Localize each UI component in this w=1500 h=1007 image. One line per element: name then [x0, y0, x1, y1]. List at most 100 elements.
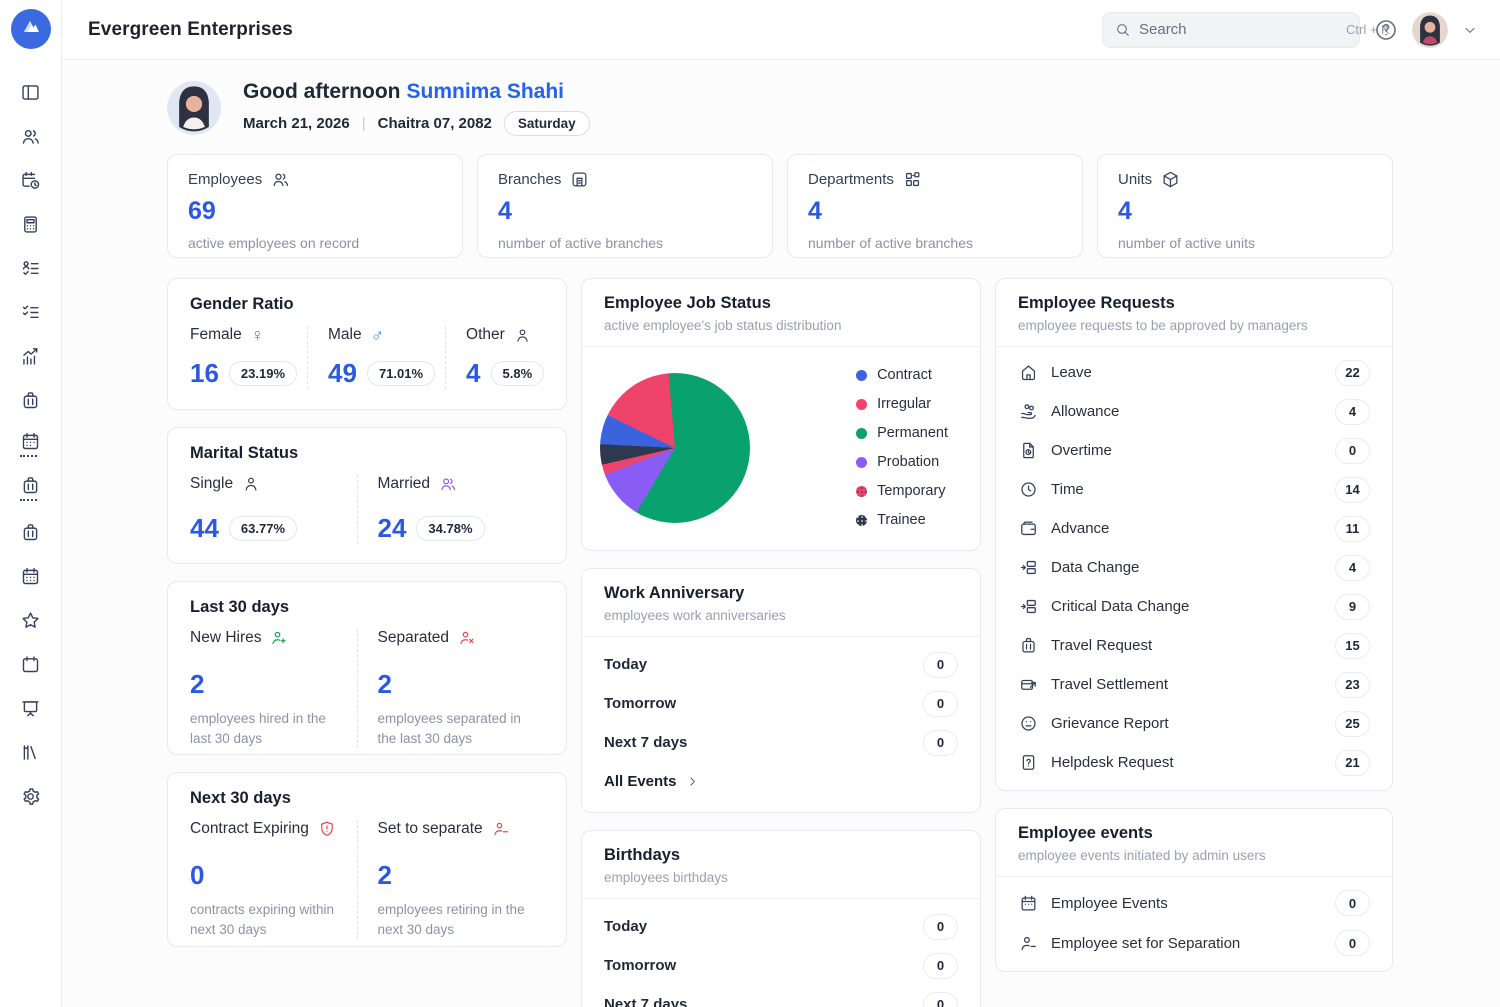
- request-row-advance[interactable]: Advance 11: [1018, 509, 1370, 548]
- request-row-leave[interactable]: Leave 22: [1018, 353, 1370, 392]
- request-row-grievance[interactable]: Grievance Report 25: [1018, 704, 1370, 743]
- request-row-overtime[interactable]: Overtime 0: [1018, 431, 1370, 470]
- sidebar-item-approvals[interactable]: [11, 290, 51, 334]
- grid-blocks-icon: [903, 170, 922, 189]
- legend-dot-contract: [856, 369, 868, 381]
- card-subtitle: employees birthdays: [604, 870, 728, 885]
- sidebar-item-settings[interactable]: [11, 774, 51, 818]
- panel-layout-icon: [20, 82, 41, 103]
- stat-card-employees[interactable]: Employees 69 active employees on record: [167, 154, 463, 258]
- sidebar-item-travel[interactable]: [11, 378, 51, 422]
- sidebar-item-favorites[interactable]: [11, 598, 51, 642]
- search-icon: [1115, 22, 1131, 38]
- request-label: Data Change: [1051, 559, 1140, 576]
- legend-label: Irregular: [877, 396, 932, 412]
- request-label: Overtime: [1051, 442, 1112, 459]
- library-icon: [20, 742, 41, 763]
- luggage-icon: [20, 390, 41, 411]
- male-icon: ♂: [370, 325, 385, 345]
- app-logo[interactable]: [10, 9, 51, 49]
- legend-label: Contract: [877, 367, 932, 383]
- request-row-travel-request[interactable]: Travel Request 15: [1018, 626, 1370, 665]
- column-left: Gender Ratio Female ♀ 16 23.19% Male ♂ 49 71…: [167, 278, 567, 947]
- request-row-critical-data-change[interactable]: Critical Data Change 9: [1018, 587, 1370, 626]
- help-icon[interactable]: [1374, 18, 1398, 42]
- stat-card-departments[interactable]: Departments 4 number of active branches: [787, 154, 1083, 258]
- stat-description: active employees on record: [188, 235, 360, 251]
- gender-value: 16: [190, 358, 219, 388]
- request-row-allowance[interactable]: Allowance 4: [1018, 392, 1370, 431]
- sidebar-item-leave[interactable]: [11, 422, 51, 466]
- birthday-row-next7[interactable]: Next 7 days 0: [604, 985, 958, 1007]
- stat-card-units[interactable]: Units 4 number of active units: [1097, 154, 1393, 258]
- sidebar-item-payroll[interactable]: [11, 202, 51, 246]
- anniversary-row-next7[interactable]: Next 7 days 0: [604, 723, 958, 762]
- person-icon: [242, 475, 260, 493]
- hand-coins-icon: [1018, 402, 1038, 421]
- user-minus-icon: [1018, 934, 1038, 953]
- gender-percent: 71.01%: [366, 361, 436, 386]
- request-label: Travel Request: [1051, 637, 1153, 654]
- request-row-helpdesk[interactable]: Helpdesk Request 21: [1018, 743, 1370, 782]
- sidebar-item-employees[interactable]: [11, 114, 51, 158]
- legend-label: Temporary: [877, 483, 946, 499]
- legend-dot-temporary: [856, 485, 868, 497]
- event-row-employee-events[interactable]: Employee Events 0: [1018, 883, 1370, 923]
- metric-label: New Hires: [190, 629, 262, 646]
- stat-card-branches[interactable]: Branches 4 number of active branches: [477, 154, 773, 258]
- birthday-row-today[interactable]: Today 0: [604, 907, 958, 946]
- user-plus-icon: [270, 629, 288, 647]
- sidebar-item-events[interactable]: [11, 642, 51, 686]
- card-title: Birthdays: [604, 846, 681, 864]
- count-badge: 0: [923, 729, 958, 756]
- last-30-days-card: Last 30 days New Hires 2 employees hired…: [167, 581, 567, 755]
- calendar-clock-icon: [20, 170, 41, 191]
- count-badge: 21: [1335, 749, 1370, 776]
- event-row-separation[interactable]: Employee set for Separation 0: [1018, 923, 1370, 963]
- weekday-badge: Saturday: [503, 111, 590, 136]
- mountain-logo-icon: [19, 15, 43, 44]
- sidebar-item-assets[interactable]: [11, 510, 51, 554]
- employee-requests-card: Employee Requests employee requests to b…: [995, 278, 1393, 791]
- stat-label: Departments: [808, 171, 894, 188]
- sidebar-item-calendar[interactable]: [11, 554, 51, 598]
- metric-description: employees separated in the last 30 days: [377, 711, 521, 746]
- clock-icon: [1018, 480, 1038, 499]
- sidebar-item-dashboard[interactable]: [11, 70, 51, 114]
- sidebar-item-tasks[interactable]: [11, 246, 51, 290]
- job-status-card: Employee Job Status active employee's jo…: [581, 278, 981, 551]
- search-field[interactable]: [1139, 21, 1338, 38]
- anniversary-all-events-link[interactable]: All Events: [604, 762, 958, 800]
- request-row-data-change[interactable]: Data Change 4: [1018, 548, 1370, 587]
- request-row-time[interactable]: Time 14: [1018, 470, 1370, 509]
- card-title: Next 30 days: [190, 789, 291, 807]
- card-subtitle: active employee's job status distributio…: [604, 318, 842, 333]
- sidebar-item-library[interactable]: [11, 730, 51, 774]
- greeting-avatar: [167, 81, 221, 135]
- chevron-down-icon[interactable]: [1462, 22, 1478, 38]
- marital-value: 44: [190, 513, 219, 543]
- column-middle: Employee Job Status active employee's jo…: [581, 278, 981, 1007]
- company-name: Evergreen Enterprises: [88, 18, 293, 40]
- date-nepali: Chaitra 07, 2082: [377, 115, 492, 132]
- sidebar-item-performance[interactable]: [11, 334, 51, 378]
- sidebar-item-travel-requests[interactable]: [11, 466, 51, 510]
- row-label: Tomorrow: [604, 957, 677, 974]
- sidebar-item-attendance[interactable]: [11, 158, 51, 202]
- gender-percent: 5.8%: [490, 361, 545, 386]
- gender-label: Other: [466, 326, 505, 343]
- chevron-right-icon: [686, 775, 699, 788]
- stat-value: 4: [808, 197, 822, 225]
- marital-percent: 63.77%: [228, 516, 298, 541]
- link-label: All Events: [604, 772, 677, 790]
- request-row-travel-settlement[interactable]: Travel Settlement 23: [1018, 665, 1370, 704]
- birthday-row-tomorrow[interactable]: Tomorrow 0: [604, 946, 958, 985]
- anniversary-row-tomorrow[interactable]: Tomorrow 0: [604, 684, 958, 723]
- count-badge: 0: [923, 690, 958, 717]
- greeting-section: Good afternoon Sumnima Shahi March 21, 20…: [167, 80, 1393, 136]
- user-avatar[interactable]: [1412, 11, 1448, 48]
- anniversary-row-today[interactable]: Today 0: [604, 645, 958, 684]
- search-input[interactable]: Ctrl + K: [1102, 11, 1390, 48]
- sidebar-item-training[interactable]: [11, 686, 51, 730]
- row-label: Today: [604, 918, 648, 935]
